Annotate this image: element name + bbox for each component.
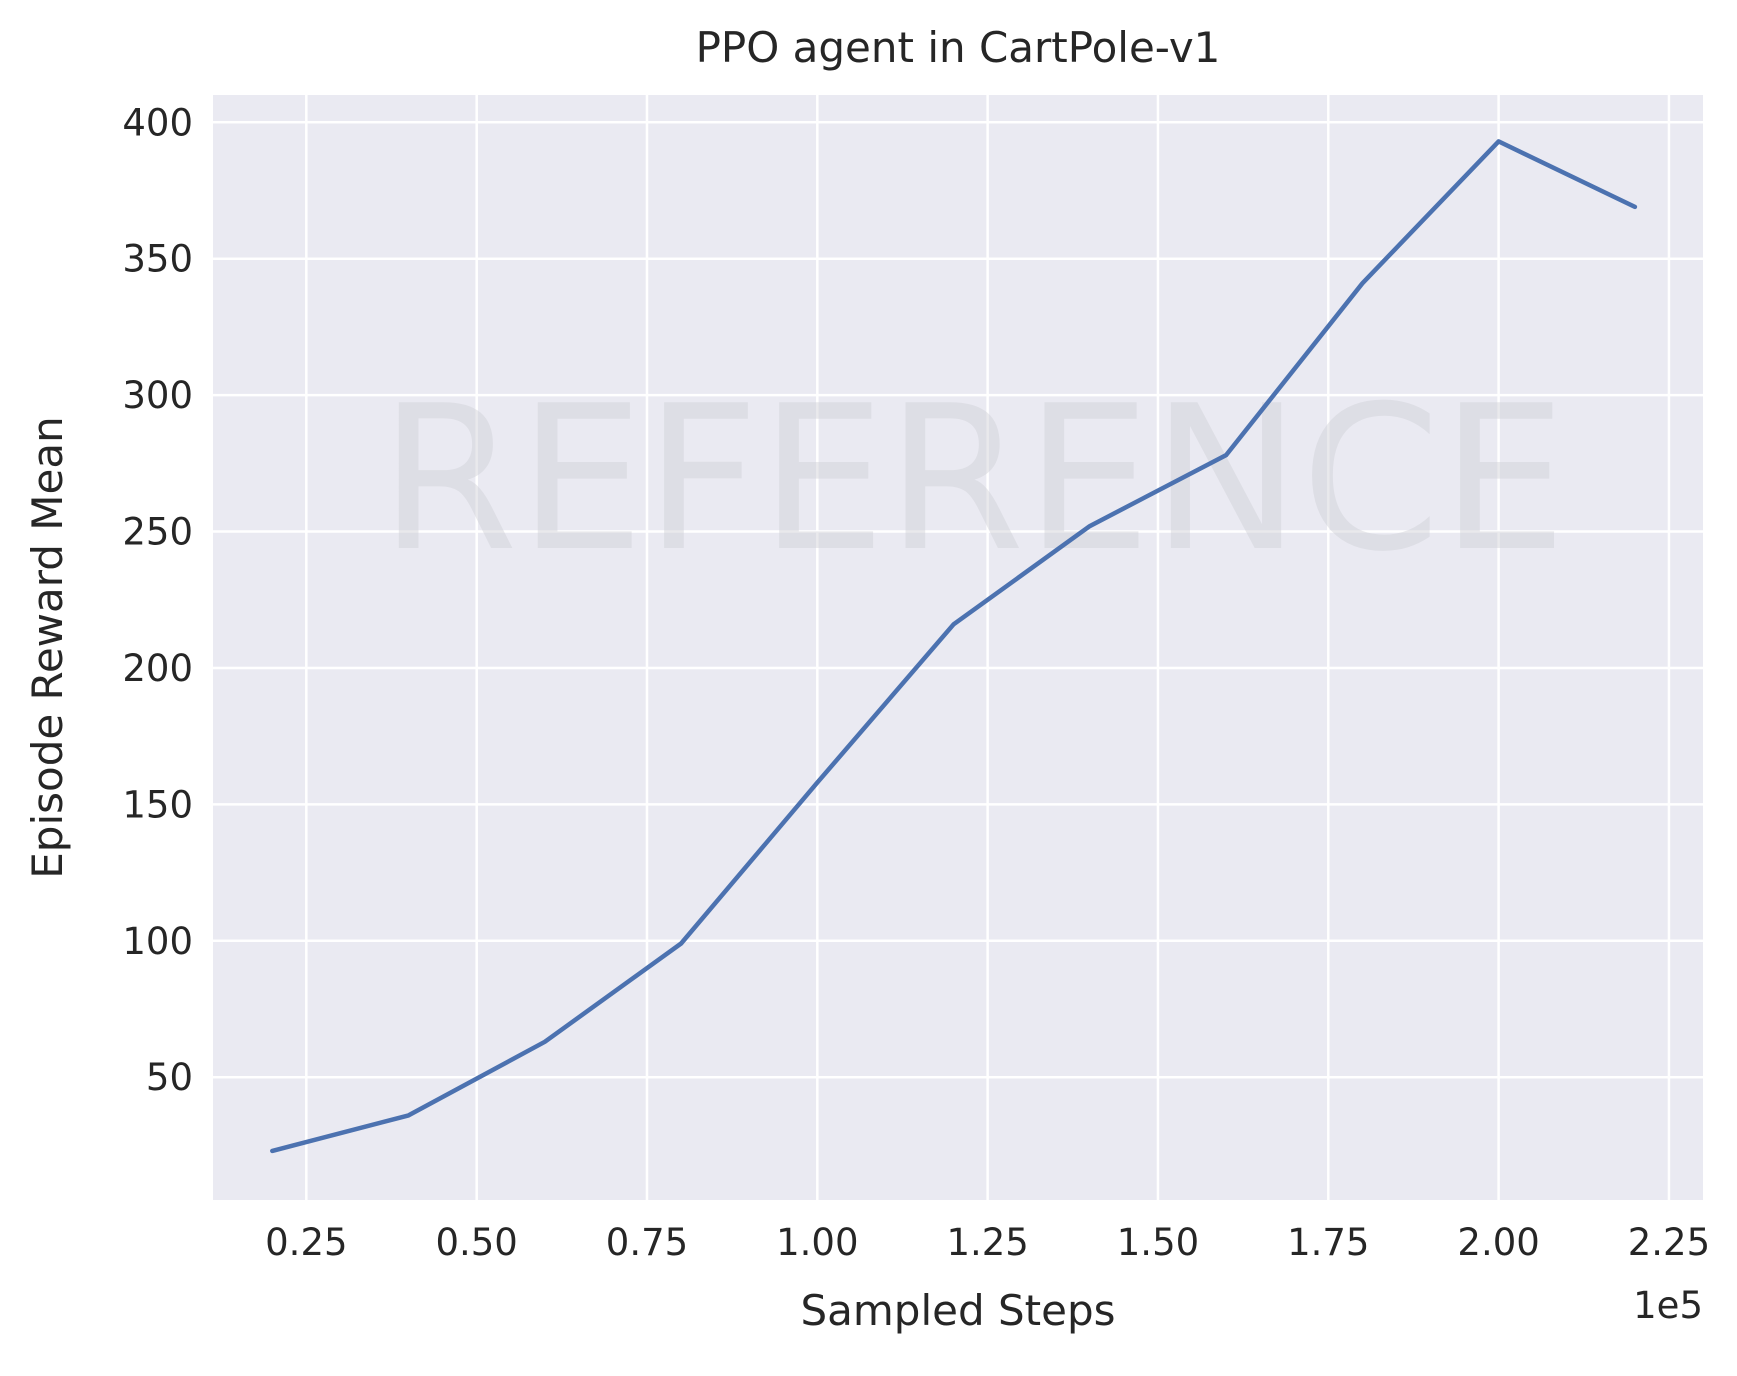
y-tick-label: 250 (122, 511, 193, 554)
grid (213, 95, 1703, 1200)
x-tick-label: 0.50 (435, 1221, 517, 1264)
x-tick-label: 0.25 (265, 1221, 347, 1264)
y-tick-label: 50 (146, 1056, 193, 1099)
y-tick-label: 350 (122, 238, 193, 281)
y-tick-label: 150 (122, 783, 193, 826)
chart-title: PPO agent in CartPole-v1 (696, 23, 1221, 72)
y-tick-label: 200 (122, 647, 193, 690)
x-axis-offset-label: 1e5 (1633, 1284, 1703, 1327)
x-tick-label: 1.25 (946, 1221, 1028, 1264)
y-tick-label: 300 (122, 374, 193, 417)
watermark: REFERENCE (379, 363, 1567, 596)
y-axis-label: Episode Reward Mean (23, 416, 72, 879)
x-tick-label: 1.75 (1287, 1221, 1369, 1264)
series-layer (270, 139, 1638, 1154)
x-tick-labels: 0.25 0.50 0.75 1.00 1.25 1.50 1.75 2.00 2.25 (265, 1221, 1710, 1264)
x-tick-label: 2.00 (1457, 1221, 1539, 1264)
x-tick-label: 0.75 (606, 1221, 688, 1264)
plot-area (213, 95, 1703, 1200)
y-tick-label: 400 (122, 101, 193, 144)
x-tick-label: 1.00 (776, 1221, 858, 1264)
x-axis-label: Sampled Steps (801, 1286, 1116, 1335)
y-tick-label: 100 (122, 920, 193, 963)
y-tick-labels: 50 100 150 200 250 300 350 400 (122, 101, 193, 1099)
x-tick-label: 1.50 (1117, 1221, 1199, 1264)
x-tick-label: 2.25 (1628, 1221, 1710, 1264)
